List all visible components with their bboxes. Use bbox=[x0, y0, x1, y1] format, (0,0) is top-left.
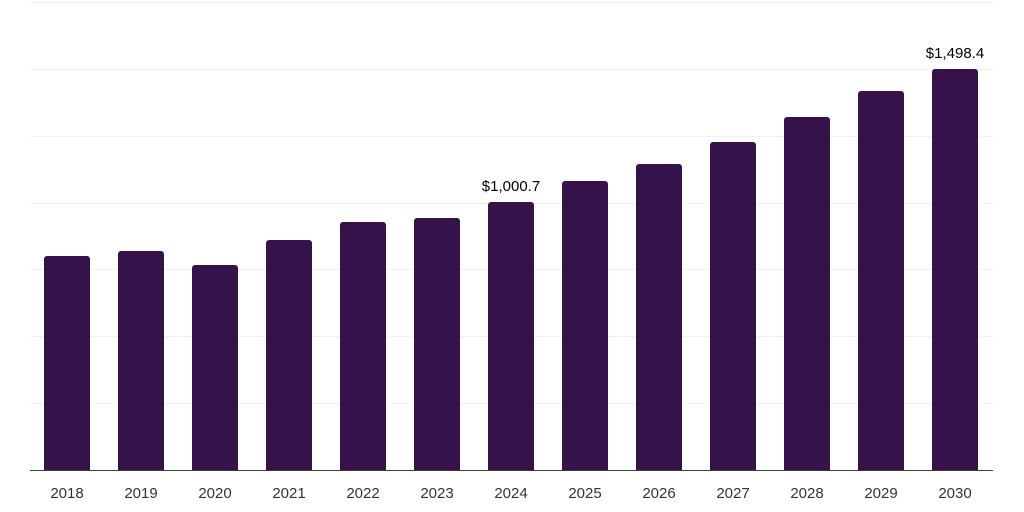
data-label-2024: $1,000.7 bbox=[481, 178, 541, 196]
bar-2028 bbox=[784, 117, 830, 470]
x-tick-2019: 2019 bbox=[124, 485, 158, 502]
bar-slot-2027 bbox=[710, 2, 756, 470]
x-tick-2018: 2018 bbox=[50, 485, 84, 502]
plot-area: $1,000.7 $1,498.4 bbox=[30, 2, 993, 470]
x-axis-line bbox=[30, 469, 993, 471]
x-tick-2021: 2021 bbox=[272, 485, 306, 502]
gridline-1250 bbox=[30, 135, 993, 137]
bar-slot-2019 bbox=[118, 2, 164, 470]
bar-2029 bbox=[858, 91, 904, 470]
bar-slot-2030: $1,498.4 bbox=[926, 2, 984, 470]
bar-slot-2026 bbox=[636, 2, 682, 470]
gridline-1500 bbox=[30, 68, 993, 70]
bar-2022 bbox=[340, 221, 386, 470]
bar-2018 bbox=[44, 255, 90, 470]
data-label-2030: $1,498.4 bbox=[925, 45, 985, 63]
x-tick-2022: 2022 bbox=[346, 485, 380, 502]
x-tick-2027: 2027 bbox=[716, 485, 750, 502]
x-axis-labels: 2018 2019 2020 2021 2022 2023 2024 2025 2026 2027… bbox=[30, 485, 993, 502]
x-tick-2020: 2020 bbox=[198, 485, 232, 502]
bar-2019 bbox=[118, 250, 164, 470]
bar-slot-2021 bbox=[266, 2, 312, 470]
bar-slot-2028 bbox=[784, 2, 830, 470]
bar-2027 bbox=[710, 142, 756, 470]
bar-2024 bbox=[488, 202, 534, 470]
bar-2025 bbox=[562, 180, 608, 470]
bar-2021 bbox=[266, 239, 312, 470]
x-tick-2026: 2026 bbox=[642, 485, 676, 502]
x-tick-2028: 2028 bbox=[790, 485, 824, 502]
bar-slot-2029 bbox=[858, 2, 904, 470]
bar-slot-2023 bbox=[414, 2, 460, 470]
x-tick-2025: 2025 bbox=[568, 485, 602, 502]
bars: $1,000.7 $1,498.4 bbox=[30, 2, 993, 470]
x-tick-2024: 2024 bbox=[494, 485, 528, 502]
bar-2026 bbox=[636, 163, 682, 470]
x-tick-2029: 2029 bbox=[864, 485, 898, 502]
bar-slot-2025 bbox=[562, 2, 608, 470]
gridline-1750 bbox=[30, 2, 993, 3]
bar-2030 bbox=[932, 69, 978, 470]
bar-slot-2018 bbox=[44, 2, 90, 470]
bar-2020 bbox=[192, 264, 238, 470]
bar-slot-2020 bbox=[192, 2, 238, 470]
x-tick-2023: 2023 bbox=[420, 485, 454, 502]
bar-2023 bbox=[414, 217, 460, 470]
bar-slot-2024: $1,000.7 bbox=[482, 2, 540, 470]
bar-slot-2022 bbox=[340, 2, 386, 470]
x-tick-2030: 2030 bbox=[938, 485, 972, 502]
